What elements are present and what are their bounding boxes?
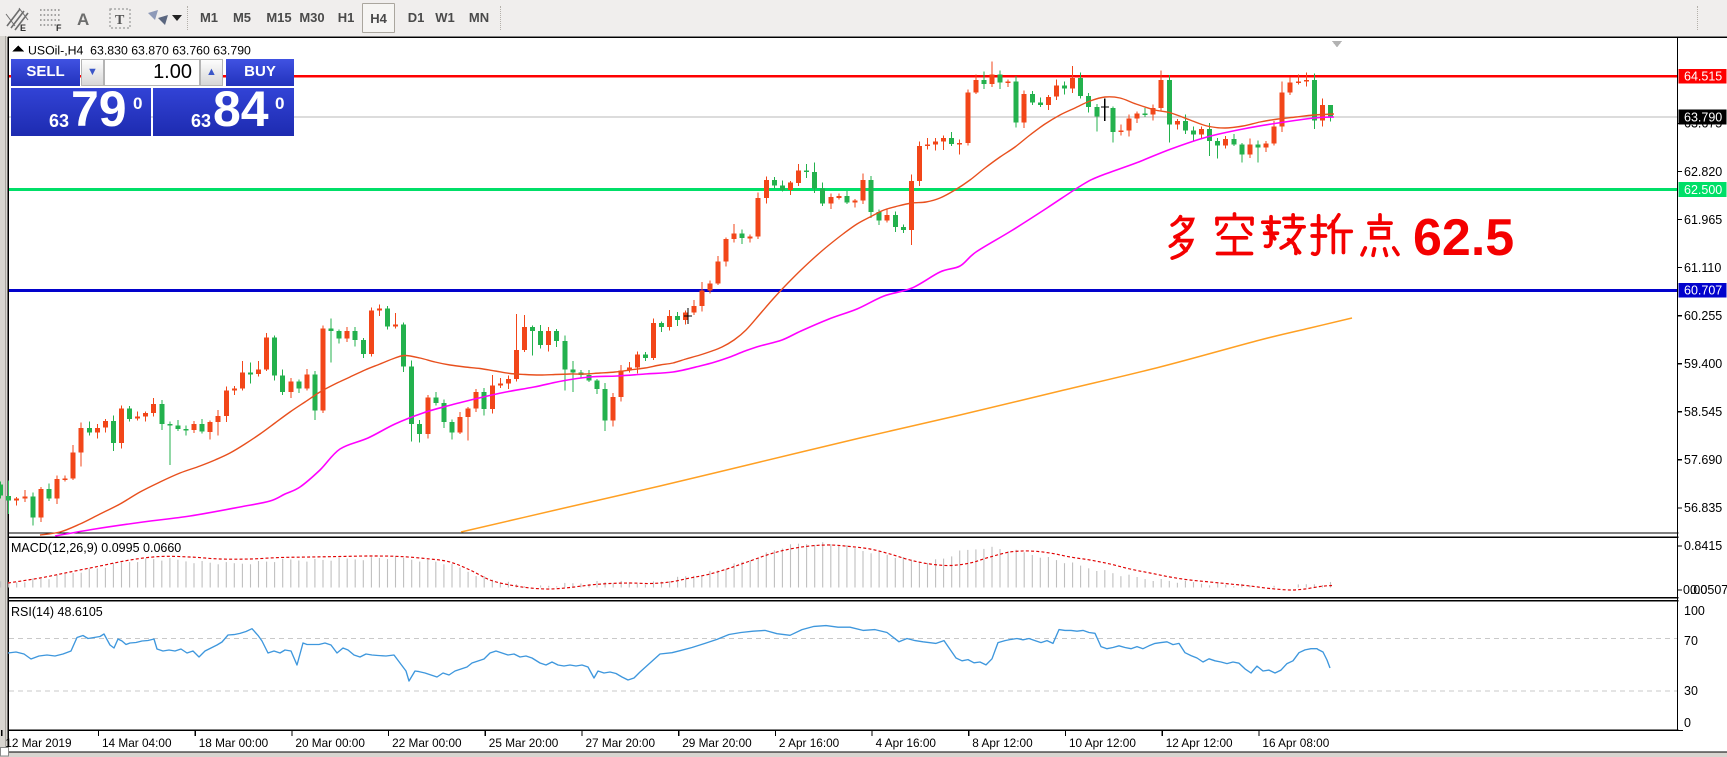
svg-text:57.690: 57.690 bbox=[1684, 453, 1722, 467]
svg-text:63.790: 63.790 bbox=[1684, 110, 1722, 124]
svg-text:10 Apr 12:00: 10 Apr 12:00 bbox=[1069, 736, 1136, 750]
svg-text:12 Apr 12:00: 12 Apr 12:00 bbox=[1166, 736, 1233, 750]
svg-text:56.835: 56.835 bbox=[1684, 501, 1722, 515]
svg-text:2 Apr 16:00: 2 Apr 16:00 bbox=[779, 736, 840, 750]
svg-text:4 Apr 16:00: 4 Apr 16:00 bbox=[876, 736, 937, 750]
svg-text:60.255: 60.255 bbox=[1684, 309, 1722, 323]
svg-text:70: 70 bbox=[1684, 634, 1698, 648]
svg-text:62.500: 62.500 bbox=[1684, 183, 1722, 197]
svg-text:59.400: 59.400 bbox=[1684, 357, 1722, 371]
svg-text:61.965: 61.965 bbox=[1684, 213, 1722, 227]
svg-text:20 Mar 00:00: 20 Mar 00:00 bbox=[295, 736, 365, 750]
svg-text:60.707: 60.707 bbox=[1684, 284, 1722, 298]
svg-text:22 Mar 00:00: 22 Mar 00:00 bbox=[392, 736, 462, 750]
svg-text:25 Mar 20:00: 25 Mar 20:00 bbox=[489, 736, 559, 750]
svg-text:A: A bbox=[77, 10, 89, 29]
svg-text:18 Mar 00:00: 18 Mar 00:00 bbox=[199, 736, 269, 750]
svg-text:USOil-,H4 63.830 63.870 63.76: USOil-,H4 63.830 63.870 63.760 63.790 bbox=[28, 44, 251, 58]
svg-text:T: T bbox=[115, 13, 125, 28]
svg-text:27 Mar 20:00: 27 Mar 20:00 bbox=[586, 736, 656, 750]
svg-text:30: 30 bbox=[1684, 684, 1698, 698]
svg-text:61.110: 61.110 bbox=[1684, 261, 1721, 275]
svg-text:8 Apr 12:00: 8 Apr 12:00 bbox=[972, 736, 1033, 750]
svg-text:RSI(14) 48.6105: RSI(14) 48.6105 bbox=[11, 605, 103, 619]
svg-text:0.00: 0.00 bbox=[1683, 583, 1707, 597]
svg-text:16 Apr 08:00: 16 Apr 08:00 bbox=[1262, 736, 1329, 750]
svg-text:0: 0 bbox=[1684, 716, 1691, 730]
svg-text:62.820: 62.820 bbox=[1684, 165, 1722, 179]
svg-text:64.515: 64.515 bbox=[1684, 70, 1722, 84]
svg-text:F: F bbox=[56, 23, 62, 33]
svg-text:100: 100 bbox=[1684, 604, 1705, 618]
svg-text:29 Mar 20:00: 29 Mar 20:00 bbox=[682, 736, 752, 750]
svg-text:14 Mar 04:00: 14 Mar 04:00 bbox=[102, 736, 172, 750]
svg-text:62.5: 62.5 bbox=[1413, 209, 1514, 267]
svg-text:MACD(12,26,9) 0.0995 0.0660: MACD(12,26,9) 0.0995 0.0660 bbox=[11, 541, 181, 555]
svg-text:0.8415: 0.8415 bbox=[1684, 539, 1722, 553]
svg-text:12 Mar 2019: 12 Mar 2019 bbox=[5, 736, 71, 750]
svg-text:E: E bbox=[20, 23, 26, 33]
svg-text:58.545: 58.545 bbox=[1684, 405, 1722, 419]
svg-text:0.0507: 0.0507 bbox=[1690, 583, 1727, 597]
